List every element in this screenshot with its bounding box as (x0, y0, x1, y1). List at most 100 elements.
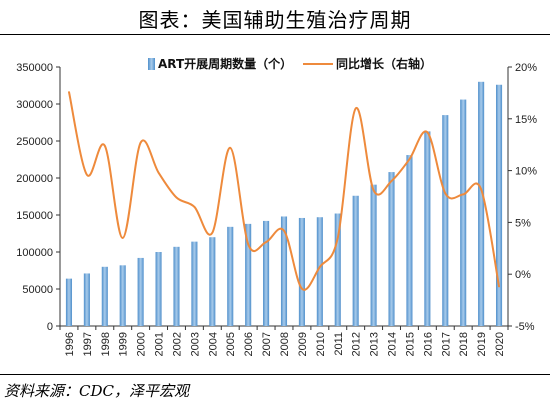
bar-2012 (352, 195, 359, 326)
bar-2020 (495, 84, 503, 326)
bar-2002 (173, 246, 180, 326)
x-tick-label: 2016 (422, 332, 434, 356)
bar-2001 (155, 252, 162, 326)
chart-title: 图表：美国辅助生殖治疗周期 (138, 8, 412, 32)
legend-bar-label: ART开展周期数量（个） (158, 56, 292, 71)
right-tick-label: 20% (515, 62, 537, 74)
growth-point-2013 (372, 189, 375, 192)
bar-2010 (316, 217, 323, 326)
legend-bar-swatch (148, 58, 155, 70)
x-tick-label: 1999 (118, 332, 130, 356)
x-tick-label: 2018 (458, 332, 470, 356)
right-tick-label: 0% (515, 269, 531, 281)
left-tick-label: 350000 (16, 62, 53, 74)
left-tick-label: 100000 (16, 247, 53, 259)
growth-line (67, 91, 501, 291)
x-tick-label: 2002 (171, 332, 183, 356)
bar-2019 (478, 81, 485, 326)
growth-point-2005 (229, 147, 232, 149)
x-tick-label: 2009 (297, 332, 309, 356)
bar-2008 (280, 216, 288, 326)
growth-point-2008 (283, 229, 285, 232)
growth-point-2010 (319, 266, 321, 268)
right-tick-label: -5% (515, 321, 535, 333)
bar-2004 (209, 237, 216, 326)
x-tick-label: 2017 (440, 332, 452, 356)
growth-point-1999 (121, 237, 124, 239)
growth-point-2004 (211, 231, 214, 234)
bar-2016 (424, 131, 431, 326)
x-tick-label: 2001 (154, 332, 166, 356)
growth-point-2000 (139, 141, 142, 144)
legend-line-label: 同比增长（右轴） (336, 56, 432, 71)
bar-2000 (137, 257, 144, 326)
x-tick-label: 2019 (476, 332, 488, 356)
bar-2014 (388, 172, 395, 326)
bar-1996 (65, 278, 73, 326)
left-tick-label: 50000 (22, 284, 53, 296)
growth-point-2006 (247, 243, 249, 245)
source-note: 资料来源：CDC，泽平宏观 (4, 382, 189, 400)
bar-2017 (442, 115, 449, 326)
x-tick-label: 2013 (369, 332, 381, 356)
growth-point-2003 (193, 206, 196, 208)
growth-point-2014 (390, 180, 393, 182)
x-tick-label: 2011 (333, 332, 345, 356)
x-tick-label: 2015 (404, 332, 416, 356)
growth-point-2012 (354, 107, 357, 110)
growth-point-1996 (68, 91, 70, 93)
left-tick-label: 150000 (16, 210, 53, 222)
growth-point-1998 (104, 144, 106, 147)
growth-point-2011 (336, 237, 339, 239)
growth-point-2017 (444, 192, 447, 195)
growth-point-1997 (86, 173, 88, 176)
x-tick-label: 2020 (494, 332, 506, 356)
x-tick-label: 2014 (387, 332, 399, 356)
bar-2011 (334, 213, 341, 326)
right-tick-label: 15% (515, 114, 537, 126)
left-tick-label: 0 (47, 321, 53, 333)
right-tick-label: 5% (515, 217, 531, 229)
bar-2005 (227, 226, 234, 326)
growth-point-2002 (175, 196, 178, 199)
x-tick-label: 1997 (82, 332, 94, 356)
x-tick-label: 1998 (100, 332, 112, 356)
bar-2003 (191, 241, 198, 326)
growth-point-2007 (265, 241, 267, 243)
bars (65, 81, 503, 326)
bar-1998 (101, 266, 108, 326)
chart: 0 50000 100000 150000 200000 250000 300000 3500… (16, 56, 537, 356)
top-rule (0, 34, 550, 35)
x-tick-label: 1996 (64, 332, 76, 356)
bar-2013 (370, 184, 377, 326)
x-tick-label: 2003 (189, 332, 201, 356)
x-tick-label: 2008 (279, 332, 291, 356)
growth-point-2016 (426, 131, 429, 134)
axes: 0 50000 100000 150000 200000 250000 300000 3500… (16, 62, 537, 356)
x-tick-label: 2007 (261, 332, 273, 356)
bar-1997 (83, 273, 90, 326)
growth-point-2018 (462, 193, 465, 196)
growth-point-2020 (498, 285, 500, 288)
x-tick-label: 2004 (207, 332, 219, 356)
x-tick-label: 2005 (225, 332, 237, 356)
legend: ART开展周期数量（个） 同比增长（右轴） (148, 56, 432, 71)
bar-2007 (263, 220, 270, 326)
bar-2009 (298, 217, 305, 326)
growth-point-2015 (408, 158, 411, 161)
left-tick-label: 250000 (16, 136, 53, 148)
growth-point-2019 (480, 188, 482, 191)
bar-2018 (460, 99, 467, 326)
x-tick-label: 2012 (351, 332, 363, 356)
growth-point-2009 (301, 287, 303, 290)
left-tick-label: 300000 (16, 99, 53, 111)
left-tick-label: 200000 (16, 173, 53, 185)
bar-2006 (245, 223, 252, 326)
bar-1999 (119, 265, 126, 326)
right-tick-label: 10% (515, 166, 537, 178)
x-tick-label: 2000 (136, 332, 148, 356)
bottom-rule (0, 374, 550, 375)
x-tick-label: 2010 (315, 332, 327, 356)
bar-2015 (406, 155, 413, 326)
growth-point-2001 (157, 171, 160, 174)
